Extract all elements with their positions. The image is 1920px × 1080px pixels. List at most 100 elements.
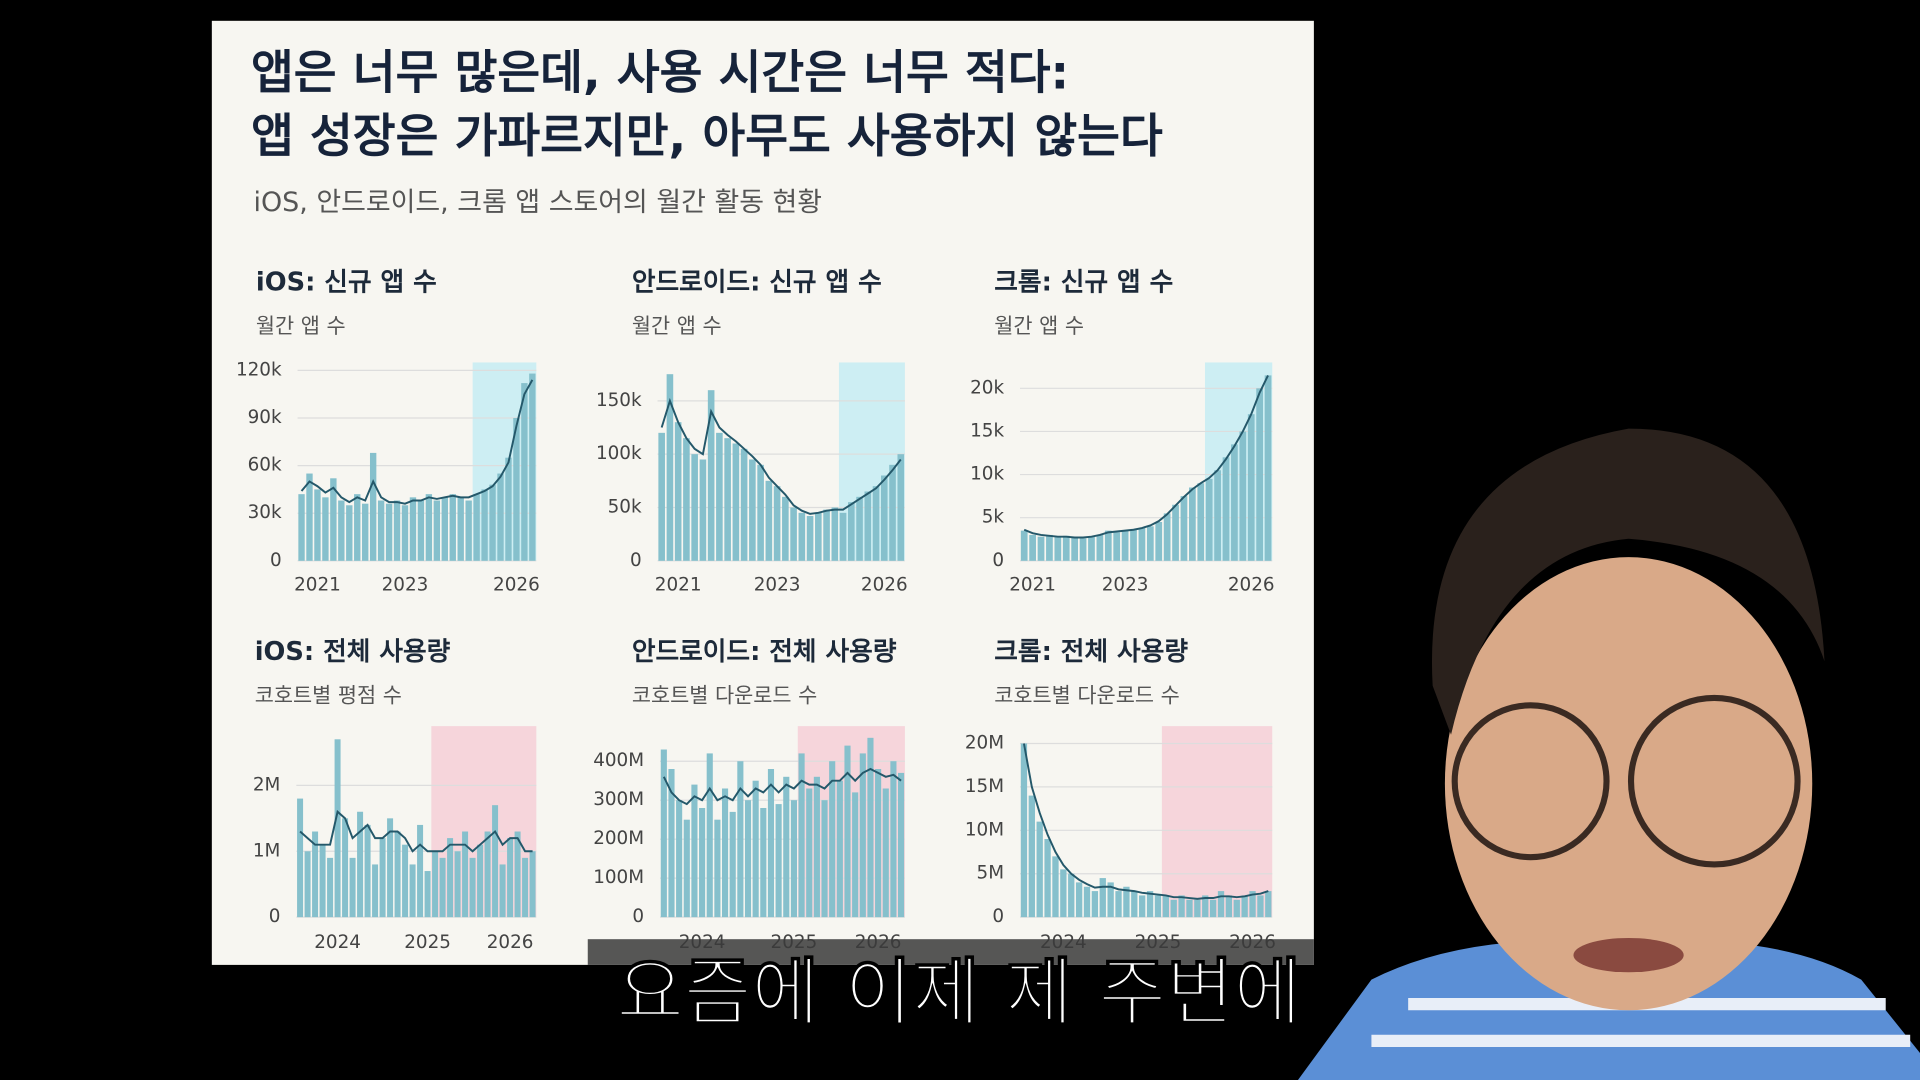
bar [1155,522,1163,561]
bar [1130,529,1137,561]
bar [875,769,882,918]
bar [782,496,789,561]
bar [465,500,472,561]
x-tick-label: 2023 [382,574,429,595]
bar [821,800,828,918]
bar [1029,534,1036,561]
bar [1123,886,1130,918]
slide-title-2: 앱 성장은 가파르지만, 아무도 사용하지 않는다 [251,109,1163,163]
bar [514,831,521,918]
bar [492,805,499,918]
chart-title: 안드로이드: 신규 앱 수 [632,267,882,297]
bar [330,478,337,561]
bar [377,500,385,561]
bar [1225,895,1233,918]
bar [660,749,667,918]
bar [707,390,715,561]
bar [1222,457,1230,561]
bar [831,507,839,561]
bar [836,780,843,918]
bar [304,851,311,918]
bar [848,502,855,561]
bar [1146,526,1154,561]
bar [790,507,797,561]
bar [1028,795,1035,918]
bar [417,500,425,561]
x-tick-label: 2021 [294,574,341,595]
bar [473,494,480,561]
y-tick-label: 150k [596,390,642,411]
slide-title-1: 앱은 너무 많은데, 사용 시간은 너무 적다: [251,45,1069,99]
bar [462,831,469,918]
bar [823,509,830,561]
bar [1046,534,1053,561]
bar [1020,743,1028,918]
bar [798,753,805,918]
chart-title: iOS: 신규 앱 수 [256,267,437,297]
bar [401,505,409,561]
bar [1075,882,1083,918]
bar [417,824,424,918]
bar [852,792,859,918]
bar [379,838,386,918]
highlight-region [1161,726,1273,918]
bar [322,497,329,561]
bar [497,473,504,561]
y-tick-label: 0 [630,550,642,571]
bar [752,780,759,918]
bar [314,489,321,561]
bar [327,857,334,918]
bar [425,494,433,561]
bar [676,800,683,918]
bar [522,857,529,918]
bar [1214,470,1221,561]
y-tick-label: 100k [596,443,642,464]
bar [1239,431,1247,561]
y-tick-label: 0 [992,550,1004,571]
bar [806,516,814,561]
bar [1186,899,1193,918]
slide-subtitle: iOS, 안드로이드, 크롬 앱 스토어의 월간 활동 현황 [253,187,822,218]
bar [1036,821,1043,918]
bar [815,512,822,561]
y-tick-label: 100M [593,867,644,888]
bar [658,432,665,561]
chart-subtitle: 코호트별 다운로드 수 [632,684,817,708]
x-tick-label: 2026 [1228,574,1275,595]
bar [1172,504,1179,561]
bar [1062,535,1070,561]
bar [319,844,326,918]
bar [765,480,773,561]
bar [1249,891,1256,918]
bar [1194,899,1201,918]
bar [342,818,349,918]
bar [806,788,813,918]
bar [790,800,797,918]
bar [449,494,456,561]
x-tick-label: 2021 [1009,574,1056,595]
bar [432,851,439,918]
bar [1241,895,1248,918]
bar [872,486,880,561]
bar [1054,536,1062,561]
hair [1431,428,1825,735]
y-tick-label: 30k [248,502,282,523]
bar [1096,534,1104,561]
trend-line [660,397,902,515]
bar [1071,537,1079,561]
bar [454,851,461,918]
bar [844,745,851,918]
bar [362,503,369,561]
x-tick-label: 2023 [754,574,801,595]
bar [424,871,431,918]
bar [674,422,682,561]
bar [393,500,401,561]
bar [775,804,782,918]
bar [714,819,721,918]
bar [529,373,536,561]
y-tick-label: 400M [593,750,644,771]
bar [354,494,361,561]
bar [839,512,847,561]
